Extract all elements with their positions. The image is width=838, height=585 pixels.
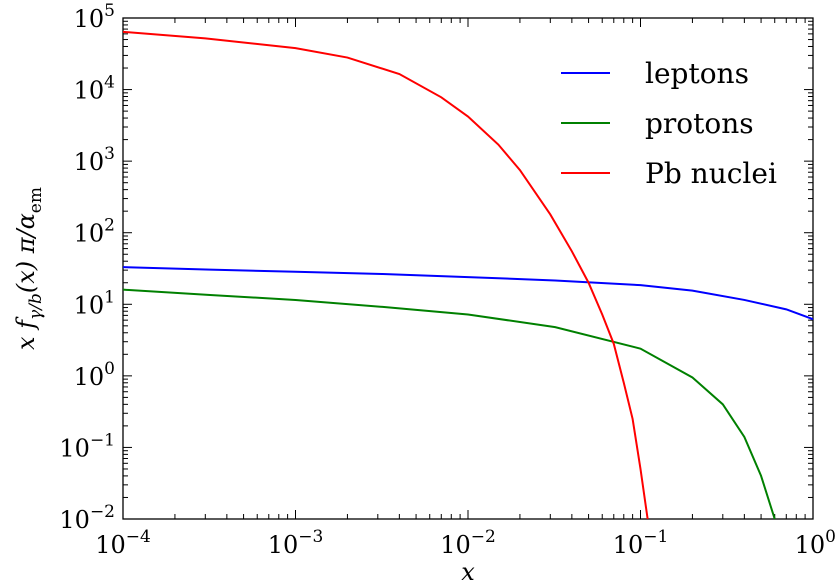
legend: leptons protons Pb nuclei (561, 57, 777, 190)
series-line-protons (123, 288, 776, 519)
y-tick-label-base: 10 (59, 506, 90, 534)
y-tick-label-exponent: 2 (104, 216, 115, 236)
tick-marks (122, 17, 814, 520)
y-tick-label-exponent: 0 (104, 359, 115, 379)
tick-labels: 10−4 10−3 10−2 10−1 10010−210−11001011021031… (59, 1, 836, 559)
x-tick-label: 10−2 (440, 527, 496, 559)
y-tick-label-base: 10 (74, 77, 105, 105)
y-tick-label-base: 10 (74, 220, 105, 248)
y-tick-label-exponent: 3 (104, 144, 115, 164)
series-layer (123, 30, 813, 519)
y-tick-label-exponent: −2 (90, 502, 115, 522)
x-tick-label: 10−1 (613, 527, 669, 559)
y-tick-label: 105 (74, 1, 115, 33)
series-line-pb-nuclei (123, 30, 649, 519)
y-tick-label: 10−1 (59, 430, 115, 462)
x-tick-label: 10−4 (95, 527, 151, 559)
y-tick-label: 102 (74, 216, 115, 248)
y-tick-label-base: 10 (74, 148, 105, 176)
y-axis-label-main: x f (12, 316, 40, 350)
y-tick-label: 100 (74, 359, 115, 391)
x-tick-label-exponent: −3 (298, 527, 323, 547)
x-tick-label-base: 10 (95, 531, 126, 559)
y-tick-label-exponent: 1 (104, 287, 115, 307)
legend-label: protons (645, 107, 754, 140)
x-tick-label-base: 10 (795, 531, 826, 559)
y-axis-label-arg-subscript: em (26, 187, 46, 213)
y-tick-label: 10−2 (59, 502, 115, 534)
x-tick-label-base: 10 (613, 531, 644, 559)
y-tick-label-base: 10 (74, 363, 105, 391)
x-axis-label: x (461, 558, 475, 585)
x-tick-label-exponent: −1 (643, 527, 668, 547)
legend-label: Pb nuclei (645, 157, 777, 190)
y-axis-label-subscript: γ/b (26, 293, 46, 320)
x-tick-label: 100 (795, 527, 836, 559)
x-tick-label: 10−3 (268, 527, 324, 559)
x-tick-label-exponent: 0 (825, 527, 836, 547)
y-tick-label: 103 (74, 144, 115, 176)
y-axis-label-arg: (x) π/α (12, 213, 40, 293)
legend-label: leptons (645, 57, 749, 90)
plot-frame (122, 17, 814, 520)
y-tick-label-base: 10 (59, 434, 90, 462)
x-tick-label-exponent: −4 (126, 527, 151, 547)
series-line-leptons (123, 266, 813, 321)
y-tick-label-exponent: 5 (104, 1, 115, 21)
y-tick-label: 101 (74, 287, 115, 319)
y-tick-label-base: 10 (74, 291, 105, 319)
y-tick-label-exponent: 4 (104, 73, 115, 93)
y-tick-label: 104 (74, 73, 115, 105)
y-tick-label-base: 10 (74, 5, 105, 33)
x-tick-label-base: 10 (440, 531, 471, 559)
y-axis-label: x fγ/b(x) π/αem (12, 187, 46, 350)
y-tick-label-exponent: −1 (90, 430, 115, 450)
x-tick-label-base: 10 (268, 531, 299, 559)
x-tick-label-exponent: −2 (471, 527, 496, 547)
x-axis-label-text: x (461, 558, 475, 585)
